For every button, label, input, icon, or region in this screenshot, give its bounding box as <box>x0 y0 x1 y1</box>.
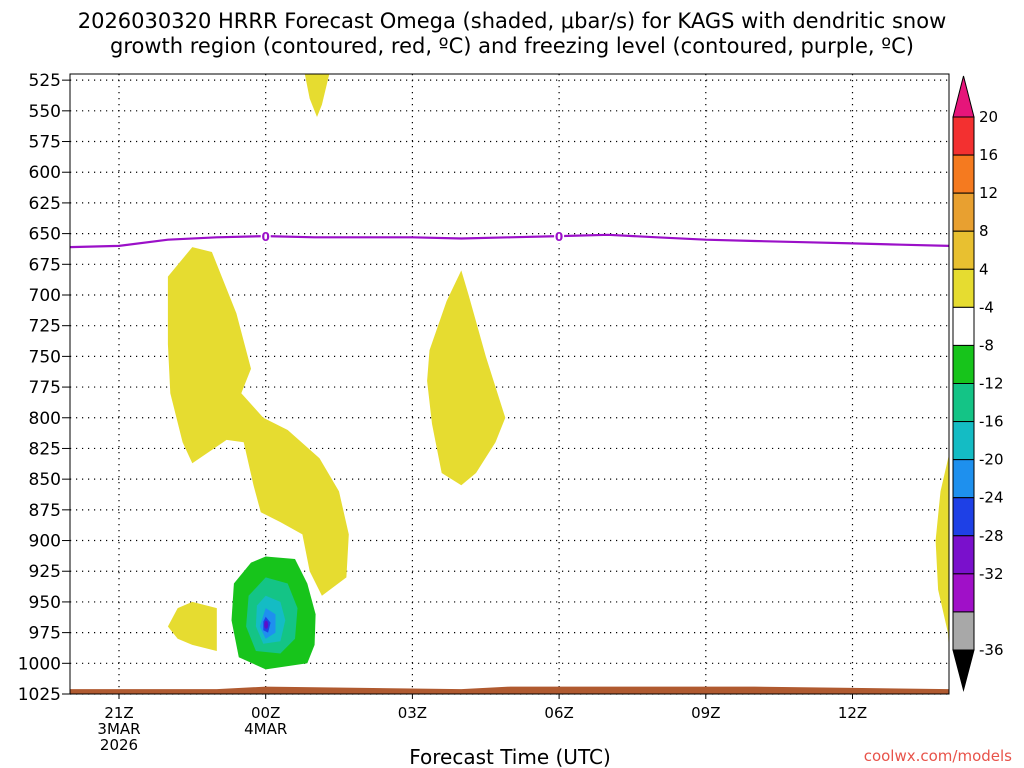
y-tick-label: 775 <box>29 378 61 398</box>
omega-mid-left-lobe <box>168 247 349 596</box>
colorbar-label: 12 <box>979 184 998 202</box>
y-tick-label: 725 <box>29 317 61 337</box>
colorbar-swatch <box>953 536 974 574</box>
colorbar-extend-top <box>953 76 974 117</box>
colorbar-label: -8 <box>979 336 994 354</box>
colorbar-swatch <box>953 574 974 612</box>
omega-mid-center-lobe <box>427 270 505 485</box>
colorbar-label: -28 <box>979 527 1004 545</box>
chart-title-line2: growth region (contoured, red, ºC) and f… <box>110 34 914 58</box>
x-tick-label: 06Z <box>544 704 573 722</box>
x-tick-label: 2026 <box>100 736 138 754</box>
colorbar-label: -32 <box>979 565 1004 583</box>
colorbar-swatch <box>953 422 974 460</box>
colorbar-swatch <box>953 155 974 193</box>
y-tick-label: 650 <box>29 225 61 245</box>
colorbar-label: -4 <box>979 298 994 316</box>
omega-core-max <box>264 621 268 629</box>
y-tick-label: 1000 <box>18 654 61 674</box>
y-tick-label: 1025 <box>18 685 61 705</box>
colorbar-swatch <box>953 117 974 155</box>
y-tick-label: 800 <box>29 409 61 429</box>
freezing-level-line <box>70 235 999 247</box>
y-tick-label: 750 <box>29 347 61 367</box>
colorbar-swatch <box>953 193 974 231</box>
y-tick-label: 850 <box>29 470 61 490</box>
y-tick-label: 825 <box>29 439 61 459</box>
colorbar-label: -36 <box>979 641 1004 659</box>
colorbar-swatch <box>953 612 974 650</box>
x-tick-label: 03Z <box>398 704 427 722</box>
surface-fill <box>70 687 949 694</box>
colorbar-label: -16 <box>979 413 1004 431</box>
colorbar-extend-bottom <box>953 650 974 690</box>
y-tick-label: 900 <box>29 532 61 552</box>
colorbar-label: 16 <box>979 146 998 164</box>
y-axis: 525 550 575 600 625 650 675 700 725 750 775 800 825 8… <box>18 71 70 705</box>
colorbar-label: 8 <box>979 222 989 240</box>
colorbar-swatch <box>953 231 974 269</box>
y-tick-label: 925 <box>29 562 61 582</box>
x-tick-label: 4MAR <box>244 720 287 738</box>
freezing-level-label: 0 <box>555 230 563 244</box>
colorbar-swatch <box>953 269 974 307</box>
colorbar-label: 4 <box>979 260 989 278</box>
y-tick-label: 700 <box>29 286 61 306</box>
colorbar-swatch <box>953 307 974 345</box>
colorbar-swatch <box>953 384 974 422</box>
chart-canvas: 2026030320 HRRR Forecast Omega (shaded, … <box>0 0 1024 768</box>
chart-title-line1: 2026030320 HRRR Forecast Omega (shaded, … <box>78 9 947 33</box>
omega-upper-lobe <box>305 74 330 117</box>
colorbar-swatch <box>953 498 974 536</box>
colorbar-label: 20 <box>979 108 998 126</box>
omega-low-left-patch <box>168 602 217 651</box>
y-tick-label: 975 <box>29 624 61 644</box>
x-axis-label: Forecast Time (UTC) <box>409 745 611 768</box>
y-tick-label: 875 <box>29 501 61 521</box>
colorbar-swatch <box>953 345 974 383</box>
y-tick-label: 550 <box>29 102 61 122</box>
x-tick-label: 09Z <box>691 704 720 722</box>
omega-right-edge-lobe <box>936 449 949 652</box>
y-tick-label: 675 <box>29 255 61 275</box>
colorbar-label: -20 <box>979 451 1004 469</box>
colorbar-swatch <box>953 460 974 498</box>
y-tick-label: 525 <box>29 71 61 91</box>
colorbar-label: -24 <box>979 489 1004 507</box>
y-tick-label: 600 <box>29 163 61 183</box>
freezing-level-label: 0 <box>262 230 270 244</box>
colorbar-label: -12 <box>979 375 1004 393</box>
colorbar: 20 16 12 8 4 -4 -8 -12 -16 -20 -24 -28 -32 -36 <box>953 76 1004 690</box>
x-tick-label: 12Z <box>838 704 867 722</box>
surface-terrain <box>70 687 949 694</box>
y-tick-label: 950 <box>29 593 61 613</box>
y-tick-label: 575 <box>29 133 61 153</box>
omega-shading <box>168 74 949 669</box>
credit-text: coolwx.com/models <box>864 747 1012 765</box>
y-tick-label: 625 <box>29 194 61 214</box>
